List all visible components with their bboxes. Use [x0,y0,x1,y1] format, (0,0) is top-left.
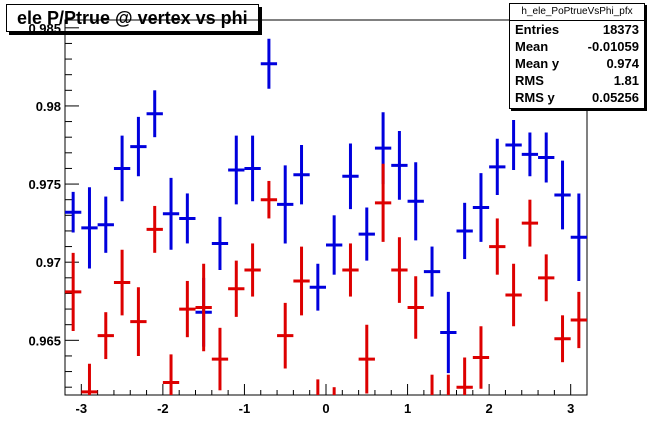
stats-row-entries: Entries 18373 [510,21,644,38]
data-point [456,202,473,260]
x-tick-label: 1 [404,401,411,416]
data-point [423,246,441,297]
data-point [162,354,180,395]
data-point [260,180,278,219]
data-point [293,145,310,205]
data-point [456,357,473,395]
y-tick-label: 0.97 [36,255,61,270]
data-point [472,173,490,242]
data-point [65,252,82,331]
y-tick-label: 0.975 [28,177,61,192]
data-point [489,218,506,275]
data-point [81,363,98,395]
stats-row-mean: Mean -0.01059 [510,38,644,55]
x-tick-label: 2 [486,401,493,416]
stats-row-rms-y: RMS y 0.05256 [510,89,644,106]
data-point [277,302,294,369]
data-point [179,280,196,338]
axes: -3 -2 -1 0 1 2 3 0.965 0.97 0.975 0.98 0.985 [28,21,588,416]
data-point [521,132,539,177]
stats-value: -0.01059 [587,39,639,54]
chart-title: ele P/Ptrue @ vertex vs phi [6,4,259,32]
data-point [430,374,434,395]
stats-value: 0.05256 [592,90,639,105]
data-point [570,291,587,349]
y-tick-label: 0.965 [28,333,61,348]
data-point [277,165,294,244]
data-point [162,177,180,250]
data-point [538,132,555,183]
data-point [97,196,114,253]
stats-row-rms: RMS 1.81 [510,72,644,89]
data-point [440,291,457,374]
data-point [316,379,320,395]
data-point [293,246,310,316]
data-point [538,254,555,302]
data-point [97,312,114,360]
stats-value: 1.81 [613,73,639,88]
data-point [358,324,375,394]
data-point [391,130,408,200]
data-point [244,135,261,202]
stats-label: RMS [515,73,544,88]
data-point [446,374,450,395]
data-point [179,193,196,244]
data-point [407,276,424,339]
stats-label: Mean [515,39,549,54]
data-point [195,263,212,352]
data-point [374,163,392,242]
data-point [130,116,147,177]
data-point [342,143,359,210]
data-point [505,120,522,170]
data-point [326,215,343,275]
data-point [228,135,245,205]
data-point [211,216,229,270]
data-point [211,327,229,391]
data-point [81,187,98,269]
data-point [65,191,82,233]
data-point [489,138,506,195]
x-tick-label: 3 [567,401,574,416]
data-point [358,207,375,261]
stats-value: 18373 [602,22,639,37]
data-point [130,287,147,356]
data-point [309,263,326,311]
series-2 [65,163,587,395]
data-point [391,237,408,303]
stats-box: h_ele_PoPtrueVsPhi_pfx Entries 18373 Mea… [509,3,645,109]
series-1 [65,38,587,374]
x-tick-label: 0 [322,401,329,416]
data-point [244,243,261,297]
y-tick-label: 0.98 [36,99,61,114]
data-point [228,260,245,317]
x-tick-label: -2 [157,401,169,416]
data-point [146,90,163,138]
data-point [146,205,163,253]
data-point [113,135,131,202]
data-point [554,315,571,363]
x-tick-label: -3 [76,401,88,416]
data-point [407,162,424,241]
data-point [554,160,571,230]
data-point [342,243,359,297]
data-point [505,263,522,327]
data-point [570,193,587,281]
data-point [472,326,490,389]
y-tick-label: 0.985 [28,21,61,36]
stats-label: Entries [515,22,560,37]
data-point [260,38,278,89]
stats-label: Mean y [515,56,560,71]
data-marks [65,38,587,395]
data-point [521,199,539,247]
stats-histogram-name: h_ele_PoPtrueVsPhi_pfx [510,4,644,21]
stats-value: 0.974 [606,56,639,71]
stats-row-mean-y: Mean y 0.974 [510,55,644,72]
x-tick-label: -1 [239,401,251,416]
data-point [113,249,131,316]
stats-label: RMS y [515,90,555,105]
